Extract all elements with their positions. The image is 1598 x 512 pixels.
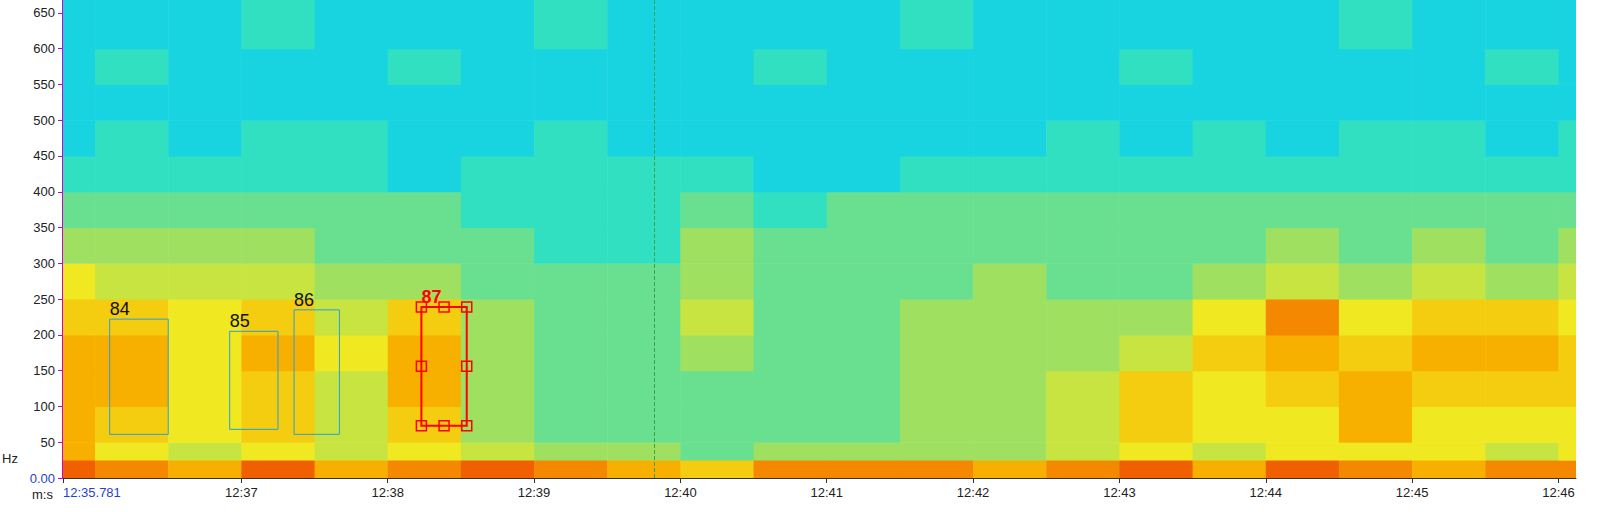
svg-text:86: 86 [294, 290, 314, 310]
svg-text:500: 500 [33, 113, 55, 128]
svg-text:84: 84 [110, 299, 130, 319]
svg-text:0.00: 0.00 [30, 471, 55, 486]
svg-text:12:46: 12:46 [1542, 485, 1575, 500]
svg-text:450: 450 [33, 148, 55, 163]
svg-text:12:45: 12:45 [1396, 485, 1429, 500]
svg-text:550: 550 [33, 77, 55, 92]
svg-text:300: 300 [33, 256, 55, 271]
svg-text:200: 200 [33, 327, 55, 342]
svg-text:150: 150 [33, 363, 55, 378]
svg-text:12:38: 12:38 [371, 485, 404, 500]
svg-text:650: 650 [33, 5, 55, 20]
svg-text:12:41: 12:41 [810, 485, 843, 500]
svg-text:50: 50 [41, 435, 55, 450]
svg-text:87: 87 [421, 287, 442, 307]
svg-text:m:s: m:s [32, 487, 53, 502]
svg-text:12:40: 12:40 [664, 485, 697, 500]
svg-text:12:44: 12:44 [1249, 485, 1282, 500]
svg-text:600: 600 [33, 41, 55, 56]
svg-text:400: 400 [33, 184, 55, 199]
svg-text:Hz: Hz [2, 451, 18, 466]
svg-text:12:39: 12:39 [518, 485, 551, 500]
svg-text:100: 100 [33, 399, 55, 414]
svg-text:85: 85 [230, 311, 250, 331]
svg-text:12:43: 12:43 [1103, 485, 1136, 500]
svg-text:12:35.781: 12:35.781 [63, 485, 121, 500]
svg-text:12:37: 12:37 [225, 485, 258, 500]
svg-text:350: 350 [33, 220, 55, 235]
svg-text:250: 250 [33, 292, 55, 307]
svg-text:12:42: 12:42 [957, 485, 990, 500]
